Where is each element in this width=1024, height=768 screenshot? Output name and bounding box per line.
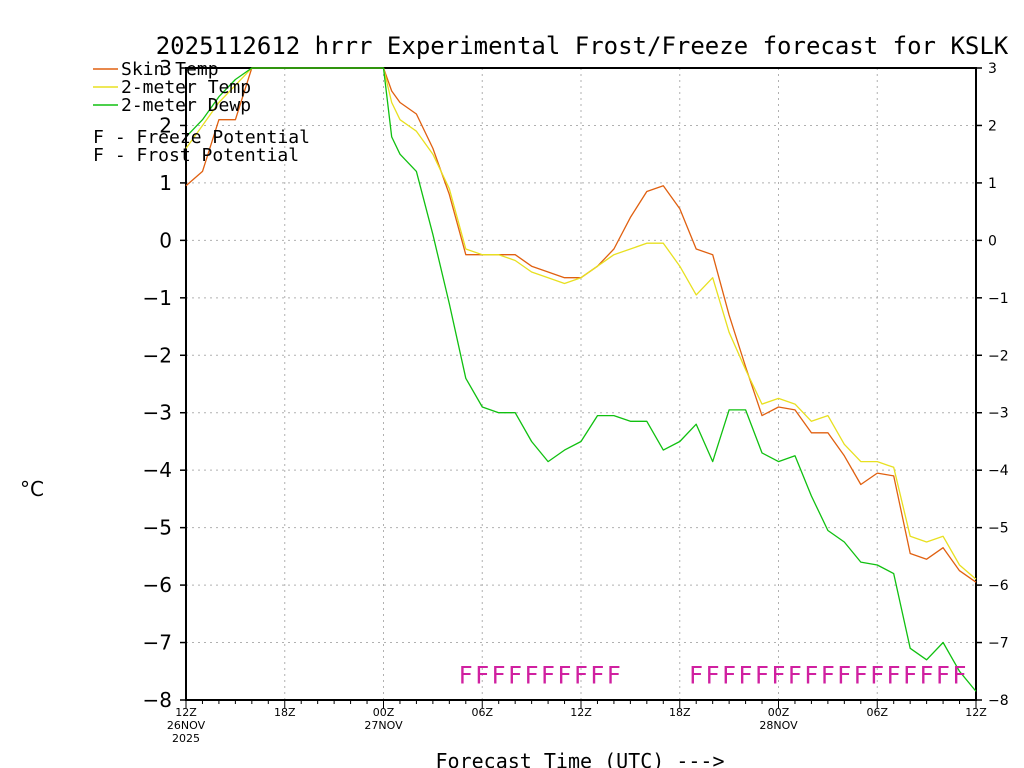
- x-tick-label: 28NOV: [759, 719, 798, 732]
- freeze-marker: F: [953, 661, 967, 689]
- y-tick-label: −5: [143, 516, 172, 540]
- y-tick-label: 3: [159, 56, 172, 80]
- freeze-marker: F: [870, 661, 884, 689]
- freeze-marker: F: [837, 661, 851, 689]
- legend-marker-label: - Frost Potential: [104, 145, 299, 166]
- freeze-marker: F: [525, 661, 539, 689]
- y-tick-label: 2: [159, 113, 172, 137]
- y-tick-label-right: 1: [988, 176, 997, 192]
- x-tick-label: 12Z: [175, 706, 197, 719]
- x-tick-label: 26NOV: [167, 719, 206, 732]
- series-lines: [185, 67, 977, 692]
- freeze-marker: F: [788, 661, 802, 689]
- freeze-marker: F: [574, 661, 588, 689]
- plot-frame: [185, 67, 977, 701]
- y-tick-label: −4: [143, 458, 172, 482]
- freeze-marker: F: [854, 661, 868, 689]
- y-tick-label: −7: [143, 631, 172, 655]
- freeze-marker: F: [475, 661, 489, 689]
- freeze-marker: F: [755, 661, 769, 689]
- y-tick-label: −1: [143, 286, 172, 310]
- legend-marker-symbol: F: [93, 145, 104, 166]
- y-tick-label-right: −4: [988, 463, 1009, 479]
- x-tick-label: 18Z: [669, 706, 691, 719]
- y-tick-label-right: −6: [988, 578, 1009, 594]
- freeze-marker: F: [706, 661, 720, 689]
- y-tick-label: −8: [143, 688, 172, 712]
- y-tick-label-right: 3: [988, 61, 997, 77]
- y-tick-label-right: −7: [988, 636, 1009, 652]
- freeze-marker: F: [936, 661, 950, 689]
- freeze-marker: F: [739, 661, 753, 689]
- freeze-marker: F: [821, 661, 835, 689]
- y-tick-label-right: 0: [988, 233, 997, 249]
- y-tick-label-right: −5: [988, 521, 1009, 537]
- y-tick-label: −3: [143, 401, 172, 425]
- series-line-2-meter-dewp: [185, 67, 977, 692]
- x-tick-label: 2025: [172, 732, 200, 745]
- y-tick-label-right: 2: [988, 118, 997, 134]
- freeze-marker: F: [689, 661, 703, 689]
- freeze-marker: F: [887, 661, 901, 689]
- legend-label: 2-meter Temp: [121, 77, 251, 98]
- x-tick-label: 27NOV: [364, 719, 403, 732]
- x-tick-label: 12Z: [965, 706, 987, 719]
- y-tick-label: −2: [143, 343, 172, 367]
- freeze-marker: F: [508, 661, 522, 689]
- x-tick-label: 06Z: [471, 706, 493, 719]
- y-axis-left: −8 −7 −6 −5 −4 −3 −2 −1 0 1 2 3: [143, 56, 186, 712]
- legend-label: 2-meter Dewp: [121, 95, 251, 116]
- freeze-marker: F: [920, 661, 934, 689]
- x-tick-label: 00Z: [768, 706, 790, 719]
- series-line-2-meter-temp: [185, 67, 977, 580]
- y-tick-label: 1: [159, 171, 172, 195]
- y-axis-right: −8 −7 −6 −5 −4 −3 −2 −1 0 1 2 3: [976, 61, 1009, 709]
- y-tick-label: 0: [159, 228, 172, 252]
- legend-marker-label: - Freeze Potential: [104, 127, 310, 148]
- y-axis-label: °C: [20, 477, 44, 501]
- x-tick-label: 00Z: [373, 706, 395, 719]
- freeze-marker: F: [558, 661, 572, 689]
- x-tick-label: 12Z: [570, 706, 592, 719]
- freeze-marker: F: [541, 661, 555, 689]
- freeze-marker: F: [591, 661, 605, 689]
- y-tick-label-right: −3: [988, 406, 1009, 422]
- y-tick-label-right: −1: [988, 291, 1009, 307]
- y-tick-label-right: −8: [988, 693, 1009, 709]
- freeze-marker: F: [722, 661, 736, 689]
- legend-marker-symbol: F: [93, 127, 104, 148]
- legend-label: Skin Temp: [121, 59, 219, 80]
- grid-lines: [186, 68, 976, 700]
- freeze-marker: F: [772, 661, 786, 689]
- y-tick-label: −6: [143, 573, 172, 597]
- freeze-marker: F: [492, 661, 506, 689]
- x-axis-label: Forecast Time (UTC) --->: [436, 749, 725, 768]
- y-tick-label-right: −2: [988, 348, 1009, 364]
- chart-title: 2025112612 hrrr Experimental Frost/Freez…: [156, 32, 1009, 60]
- series-line-skin-temp: [185, 67, 977, 583]
- x-tick-label: 18Z: [274, 706, 296, 719]
- freeze-marker: F: [805, 661, 819, 689]
- x-tick-label: 06Z: [866, 706, 888, 719]
- freeze-marker: F: [903, 661, 917, 689]
- freeze-marker: F: [459, 661, 473, 689]
- freeze-marker: F: [607, 661, 621, 689]
